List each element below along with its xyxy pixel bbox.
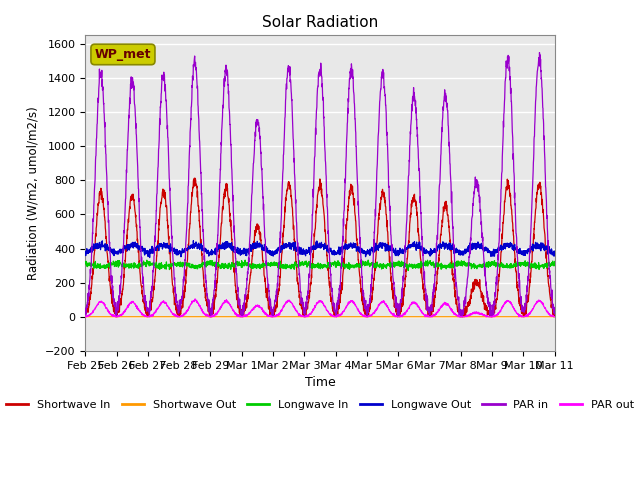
Text: WP_met: WP_met: [95, 48, 151, 61]
X-axis label: Time: Time: [305, 376, 335, 389]
Title: Solar Radiation: Solar Radiation: [262, 15, 378, 30]
Y-axis label: Radiation (W/m2, umol/m2/s): Radiation (W/m2, umol/m2/s): [26, 106, 40, 280]
Legend: Shortwave In, Shortwave Out, Longwave In, Longwave Out, PAR in, PAR out: Shortwave In, Shortwave Out, Longwave In…: [2, 396, 638, 415]
